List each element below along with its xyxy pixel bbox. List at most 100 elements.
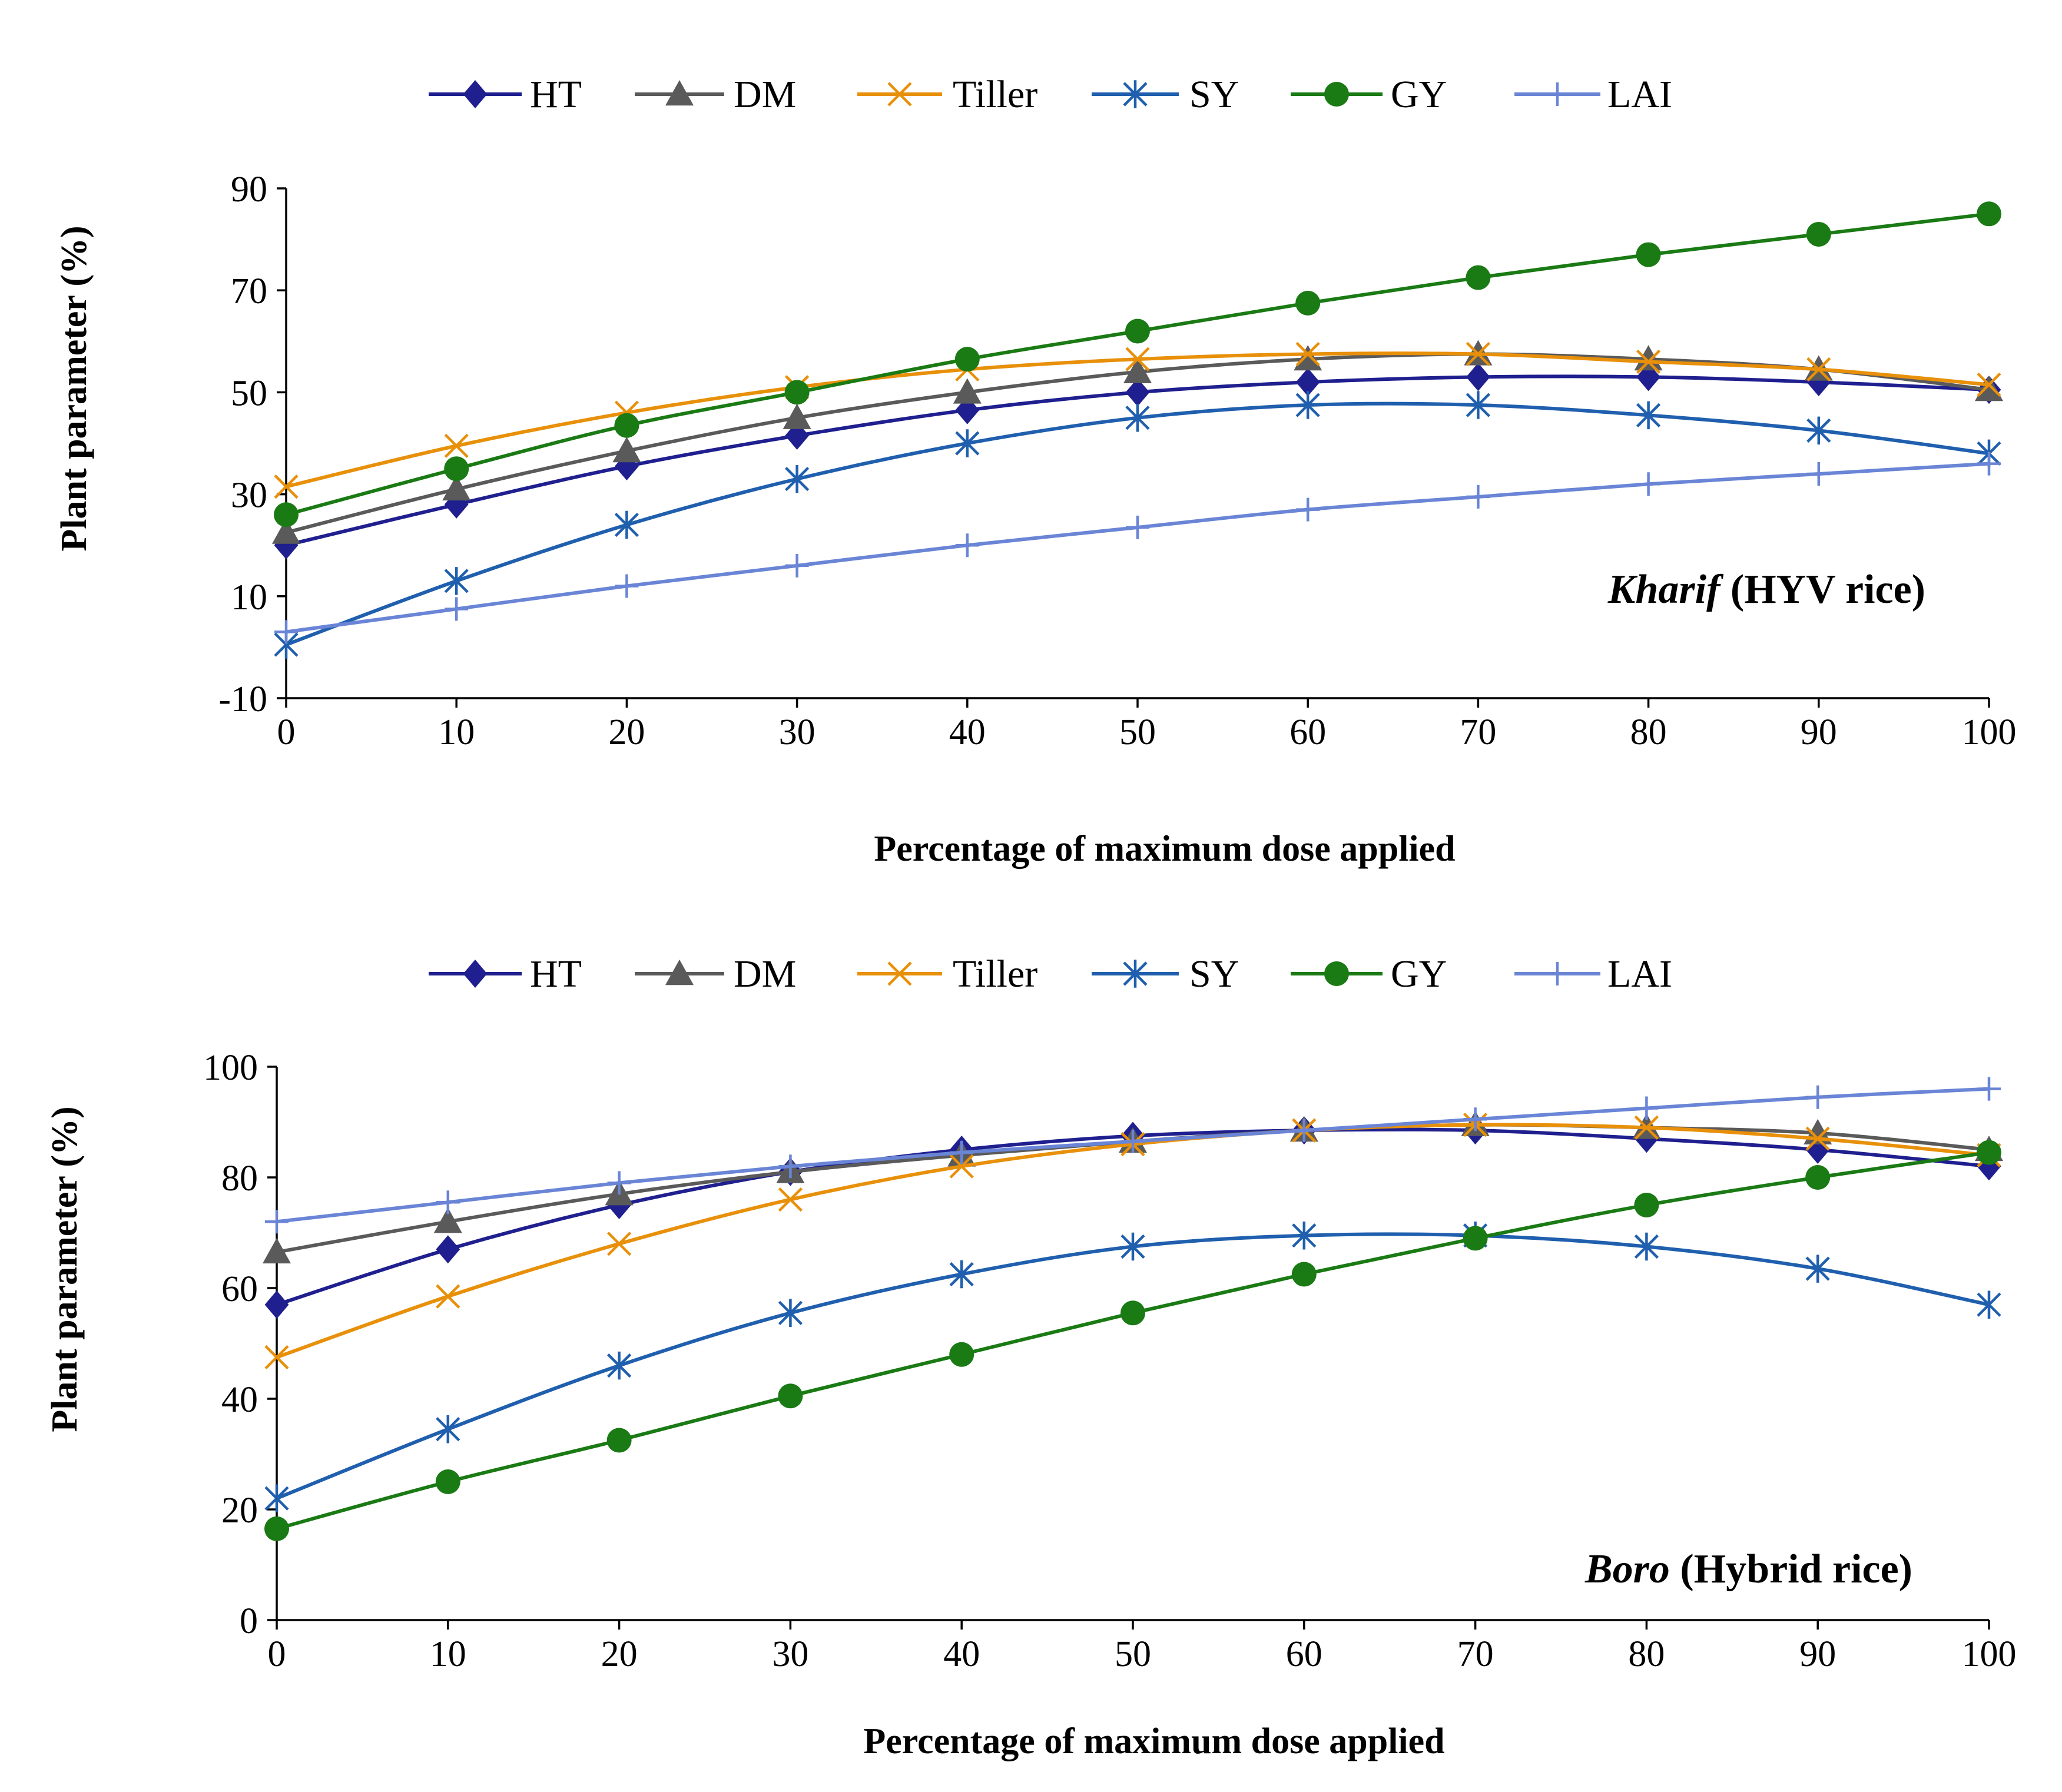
data-point	[1805, 1126, 1830, 1151]
data-point	[1121, 1129, 1145, 1153]
data-point	[614, 510, 639, 539]
data-point	[264, 1345, 289, 1370]
diamond-icon	[463, 80, 488, 108]
data-point	[1634, 1115, 1659, 1140]
data-point	[949, 1260, 974, 1289]
legend-label: DM	[734, 73, 796, 116]
x-axis-title: Percentage of maximum dose applied	[874, 829, 1455, 869]
y-tick-label: 0	[240, 1601, 258, 1641]
y-tick-label: 20	[221, 1491, 258, 1531]
data-point	[274, 620, 298, 644]
data-point	[607, 1232, 632, 1256]
data-point	[1977, 1140, 2001, 1165]
data-point	[1806, 357, 1831, 382]
data-point	[778, 1187, 803, 1212]
x-tick-label: 100	[1962, 1634, 2017, 1674]
series-line	[276, 1232, 1990, 1500]
axes: 0 20 40 60 80 100 0 10 20 30 40 50 60 70 80 90 100	[203, 1048, 2017, 1674]
series-lai	[274, 452, 2001, 644]
data-point	[1125, 403, 1150, 432]
y-axis-title: Plant parameter (%)	[45, 1106, 85, 1432]
y-axis-title: Plant parameter (%)	[54, 225, 94, 551]
data-point	[614, 413, 639, 438]
y-tick-label: 100	[203, 1048, 258, 1088]
x-tick-label: 0	[277, 712, 296, 752]
data-point	[1463, 1226, 1488, 1251]
diamond-icon	[463, 960, 488, 988]
data-point	[783, 403, 811, 429]
data-point	[1125, 318, 1150, 344]
data-point	[785, 553, 809, 578]
x-tick-label: 40	[949, 712, 986, 752]
x-tick-label: 50	[1115, 1634, 1151, 1674]
data-point	[954, 347, 980, 372]
data-point	[950, 1140, 974, 1164]
data-point	[1126, 515, 1149, 539]
data-point	[955, 533, 979, 557]
data-point	[1294, 345, 1322, 371]
data-point	[1634, 345, 1663, 371]
data-point	[263, 1237, 291, 1264]
data-point	[435, 1469, 460, 1494]
data-point	[265, 1210, 289, 1234]
legend-item-ht: HT	[429, 953, 582, 995]
series-lai	[265, 1077, 2001, 1234]
chart-annotation: Kharif (HYV rice)	[1607, 567, 1925, 612]
legend-item-lai: LAI	[1514, 953, 1672, 995]
data-point	[784, 380, 810, 405]
legend-item-sy: SY	[1092, 953, 1239, 995]
legend-label: HT	[530, 953, 582, 995]
y-tick-label: 10	[231, 578, 267, 618]
legend-item-tiller: Tiller	[857, 953, 1037, 995]
data-point	[1975, 376, 2003, 401]
data-point	[1805, 1165, 1831, 1190]
data-point	[1466, 391, 1490, 419]
series-sy	[264, 1221, 2001, 1512]
legend-item-dm: DM	[635, 953, 796, 995]
plus-icon	[1546, 962, 1569, 985]
legend-label: SY	[1189, 953, 1239, 995]
data-point	[1634, 1193, 1659, 1217]
data-point	[264, 1290, 289, 1319]
legend-item-gy: GY	[1291, 953, 1447, 995]
legend-label: GY	[1391, 73, 1447, 116]
legend-label: DM	[734, 953, 796, 995]
data-point	[274, 531, 299, 560]
data-point	[1125, 378, 1150, 407]
legend-label: Tiller	[953, 953, 1037, 995]
circle-icon	[1324, 961, 1349, 986]
data-point	[955, 429, 980, 457]
data-point	[615, 574, 639, 598]
axes: -10 10 30 50 70 90 0 10 20 30 40 50 60 70 80 90 100	[218, 170, 2016, 752]
chart-annotation: Boro (Hybrid rice)	[1584, 1547, 1912, 1592]
data-point	[1806, 462, 1831, 486]
series-gy	[264, 1140, 2001, 1541]
data-point	[1296, 497, 1320, 522]
x-tick-label: 40	[943, 1634, 980, 1674]
x-tick-label: 80	[1628, 1634, 1665, 1674]
legend-item-dm: DM	[635, 73, 796, 116]
series-dm	[272, 340, 2003, 544]
y-tick-label: 70	[231, 271, 267, 311]
data-point	[785, 422, 809, 450]
x-tick-label: 90	[1801, 712, 1837, 752]
legend-label: HT	[530, 73, 582, 116]
asterisk-icon	[1123, 960, 1148, 988]
data-point	[436, 1284, 460, 1309]
y-tick-label: 30	[231, 476, 267, 516]
data-point	[1123, 357, 1152, 383]
data-point	[274, 474, 299, 499]
y-tick-label: 80	[221, 1159, 258, 1199]
data-point	[1292, 1221, 1317, 1250]
data-point	[949, 1342, 974, 1367]
triangle-icon	[665, 960, 694, 985]
data-point	[612, 436, 641, 463]
legend-item-tiller: Tiller	[857, 73, 1037, 116]
data-point	[1977, 1077, 2001, 1101]
x-tick-label: 50	[1119, 712, 1156, 752]
legend-item-lai: LAI	[1514, 73, 1672, 116]
x-tick-label: 0	[268, 1634, 286, 1674]
data-point	[607, 1171, 631, 1195]
x-tick-label: 10	[438, 712, 475, 752]
